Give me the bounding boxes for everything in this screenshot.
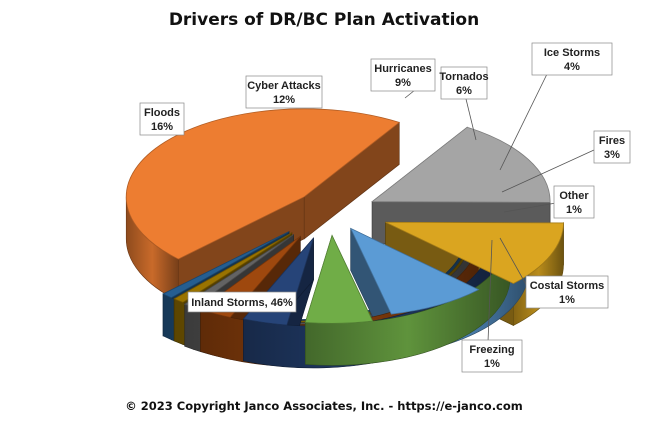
slice-cyber-attacks bbox=[385, 221, 564, 284]
slice-costal-storms bbox=[173, 232, 293, 303]
slice-freezing bbox=[162, 231, 290, 299]
svg-text:Fires: Fires bbox=[599, 135, 625, 147]
data-label-inland-storms: Inland Storms, 46% bbox=[187, 291, 297, 313]
svg-text:16%: 16% bbox=[151, 121, 173, 133]
leader-line-fires bbox=[501, 149, 595, 193]
leader-line-freezing bbox=[487, 239, 493, 343]
slice-tornados bbox=[304, 234, 374, 324]
svg-text:6%: 6% bbox=[456, 85, 472, 97]
chart-title: Drivers of DR/BC Plan Activation bbox=[168, 10, 480, 30]
data-label-hurricanes: Hurricanes 9% bbox=[370, 58, 436, 92]
svg-text:Freezing: Freezing bbox=[469, 344, 514, 356]
data-label-floods: Floods 16% bbox=[139, 102, 185, 136]
svg-text:1%: 1% bbox=[484, 358, 500, 370]
data-label-ice-storms: Ice Storms 4% bbox=[531, 42, 613, 76]
svg-text:Floods: Floods bbox=[144, 107, 180, 119]
slice-floods bbox=[370, 126, 551, 203]
data-label-tornados: Tornados 6% bbox=[439, 66, 489, 100]
slice-hurricanes bbox=[349, 227, 480, 315]
data-label-costal-storms: Costal Storms 1% bbox=[525, 275, 609, 309]
svg-text:Cyber Attacks: Cyber Attacks bbox=[247, 80, 321, 92]
svg-text:4%: 4% bbox=[564, 61, 580, 73]
svg-text:Costal Storms: Costal Storms bbox=[530, 280, 605, 292]
leader-line-ice-storms bbox=[499, 71, 549, 171]
leader-line-costal-storms bbox=[499, 237, 529, 289]
svg-text:3%: 3% bbox=[604, 149, 620, 161]
svg-text:1%: 1% bbox=[559, 294, 575, 306]
leader-line-tornados bbox=[465, 98, 477, 141]
svg-text:Other: Other bbox=[559, 190, 589, 202]
svg-text:Tornados: Tornados bbox=[439, 71, 488, 83]
svg-text:Hurricanes: Hurricanes bbox=[374, 63, 431, 75]
leader-line-other bbox=[503, 202, 557, 213]
data-label-freezing: Freezing 1% bbox=[461, 339, 523, 373]
data-label-other: Other 1% bbox=[553, 185, 595, 219]
svg-text:1%: 1% bbox=[566, 204, 582, 216]
svg-text:Ice Storms: Ice Storms bbox=[544, 47, 600, 59]
data-label-fires: Fires 3% bbox=[593, 130, 631, 164]
svg-text:9%: 9% bbox=[395, 77, 411, 89]
svg-text:Inland Storms, 46%: Inland Storms, 46% bbox=[191, 297, 293, 309]
svg-text:12%: 12% bbox=[273, 94, 295, 106]
data-label-cyber-attacks: Cyber Attacks 12% bbox=[245, 75, 323, 109]
slice-inland-storms bbox=[125, 108, 401, 260]
copyright-footer: © 2023 Copyright Janco Associates, Inc. … bbox=[125, 399, 523, 413]
